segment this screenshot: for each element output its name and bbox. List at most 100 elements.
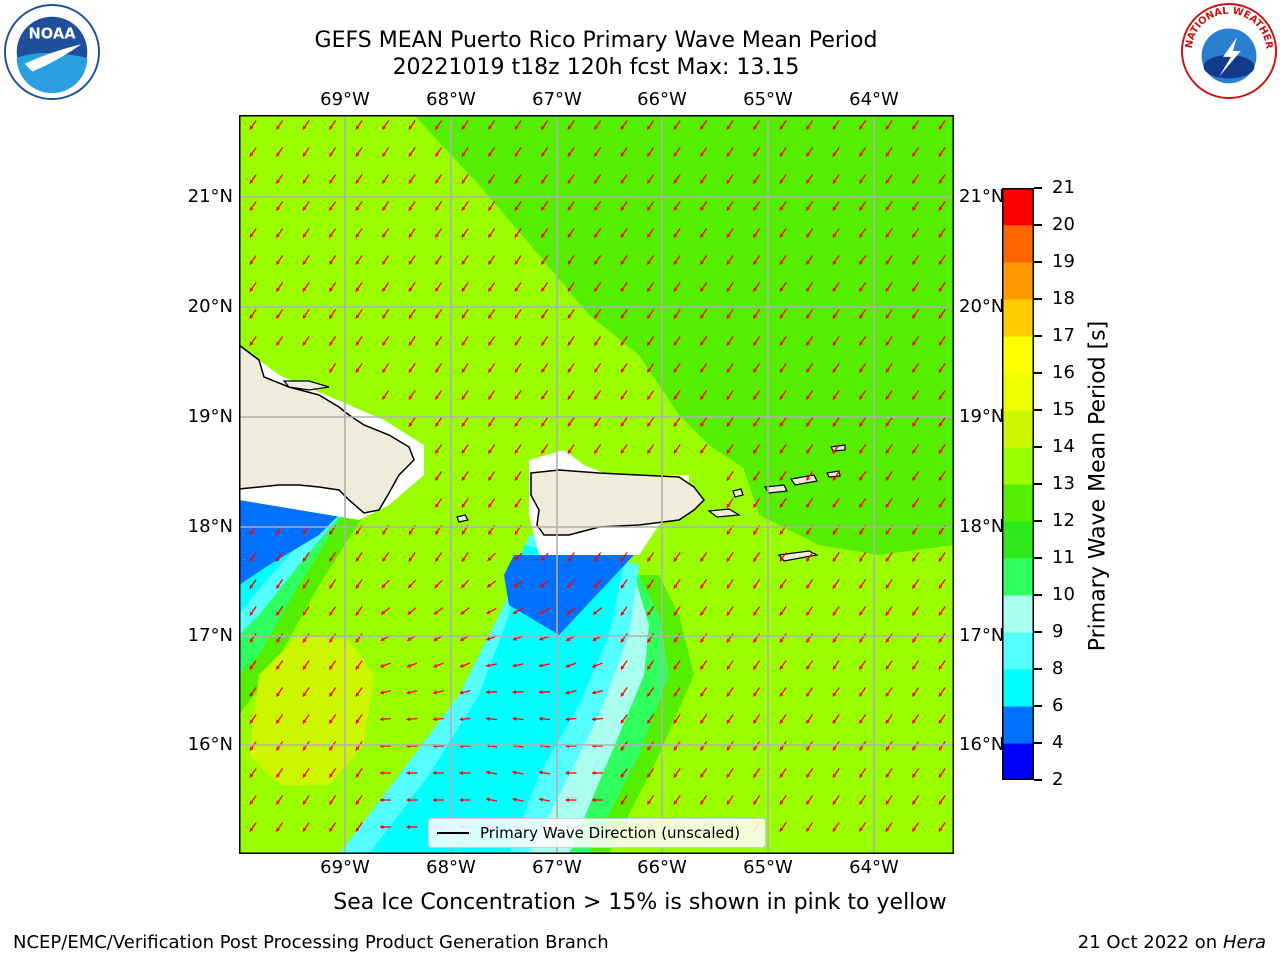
wave-arrow [381,120,390,130]
land-culebra [732,488,744,498]
lon-label-bottom: 66°W [637,857,687,878]
wave-arrow [433,797,444,803]
wave-arrow [646,228,655,238]
field-region-yellow [249,635,374,785]
wave-arrow [699,147,708,157]
wave-arrow [593,336,602,346]
wave-arrow [726,390,734,400]
wave-arrow [911,768,920,778]
wave-arrow [779,822,787,832]
wave-arrow [249,822,257,832]
wave-arrow [565,717,577,722]
wave-arrow [408,417,416,427]
wave-arrow [779,336,787,346]
wave-arrow [858,471,867,481]
wave-arrow [938,363,946,373]
wave-arrow [461,255,469,265]
wave-arrow [779,606,787,616]
wave-arrow [275,768,284,778]
colorbar-tick [1034,261,1042,263]
wave-arrow [459,662,471,668]
colorbar-tick-label: 10 [1052,584,1075,605]
colorbar-tick-label: 6 [1052,695,1064,716]
noaa-logo-text: NOAA [28,25,76,42]
wave-arrow [540,363,549,373]
wave-arrow [593,228,602,238]
colorbar-tick [1034,557,1042,559]
wave-arrow [858,660,867,670]
wave-arrow [434,390,443,400]
wave-arrow [673,606,681,616]
wave-arrow [805,552,814,562]
wave-arrow [832,255,840,265]
wave-arrow [911,633,920,643]
wave-arrow [593,444,602,454]
wave-arrow [911,795,920,805]
land-puerto-rico [530,469,705,536]
wave-arrow [461,498,469,508]
wave-arrow [540,255,549,265]
wave-arrow [434,444,443,454]
wave-arrow [486,580,497,588]
wave-arrow [726,336,734,346]
wave-arrow [302,201,310,211]
wave-arrow [699,120,708,130]
wave-arrow [434,174,443,184]
wave-arrow [408,309,416,319]
wave-arrow [567,390,575,400]
wave-arrow [328,579,337,589]
land-hispaniola [239,344,415,514]
colorbar-segment [1002,558,1034,596]
wave-arrow [646,795,655,805]
wave-arrow [938,498,946,508]
wave-arrow [540,201,549,211]
wave-arrow [620,120,628,130]
lat-label-right: 18°N [959,516,1005,537]
wave-arrow [275,228,284,238]
wave-arrow [646,417,655,427]
wave-arrow [302,552,310,562]
wave-arrow [699,390,708,400]
wave-arrow [485,770,498,775]
wave-arrow [779,363,787,373]
wave-arrow [938,633,946,643]
colorbar-segment [1002,299,1034,337]
wave-arrow [779,201,787,211]
wave-arrow [328,714,337,724]
wave-arrow [434,498,443,508]
wave-arrow [673,660,681,670]
wave-arrow [302,606,310,616]
wave-arrow [620,228,628,238]
wave-arrow [673,147,681,157]
wave-arrow [620,795,628,805]
wave-arrow [406,690,418,695]
colorbar-tick-label: 21 [1052,177,1075,198]
wave-arrow [726,201,734,211]
wave-arrow [328,309,337,319]
wave-arrow [699,606,708,616]
wave-arrow [567,282,575,292]
wave-arrow [938,795,946,805]
wave-arrow [620,552,628,562]
wave-arrow [938,309,946,319]
wave-arrow [408,174,416,184]
wave-arrow [355,768,363,778]
noaa-logo: NOAA [3,3,101,101]
wave-arrow [858,714,867,724]
wave-arrow [275,147,284,157]
wave-arrow [355,579,363,589]
wave-arrow [938,822,946,832]
wave-arrow [673,444,681,454]
wave-arrow [646,309,655,319]
wave-arrow [487,498,496,508]
wave-arrow [434,255,443,265]
wave-arrow [885,714,893,724]
wave-arrow [858,174,867,184]
wave-arrow [832,741,840,751]
wave-arrow [805,174,814,184]
wave-arrow [538,770,551,775]
wave-arrow [779,444,787,454]
lon-label-top: 69°W [320,89,370,110]
wave-arrow [805,687,814,697]
wave-arrow [514,120,522,130]
